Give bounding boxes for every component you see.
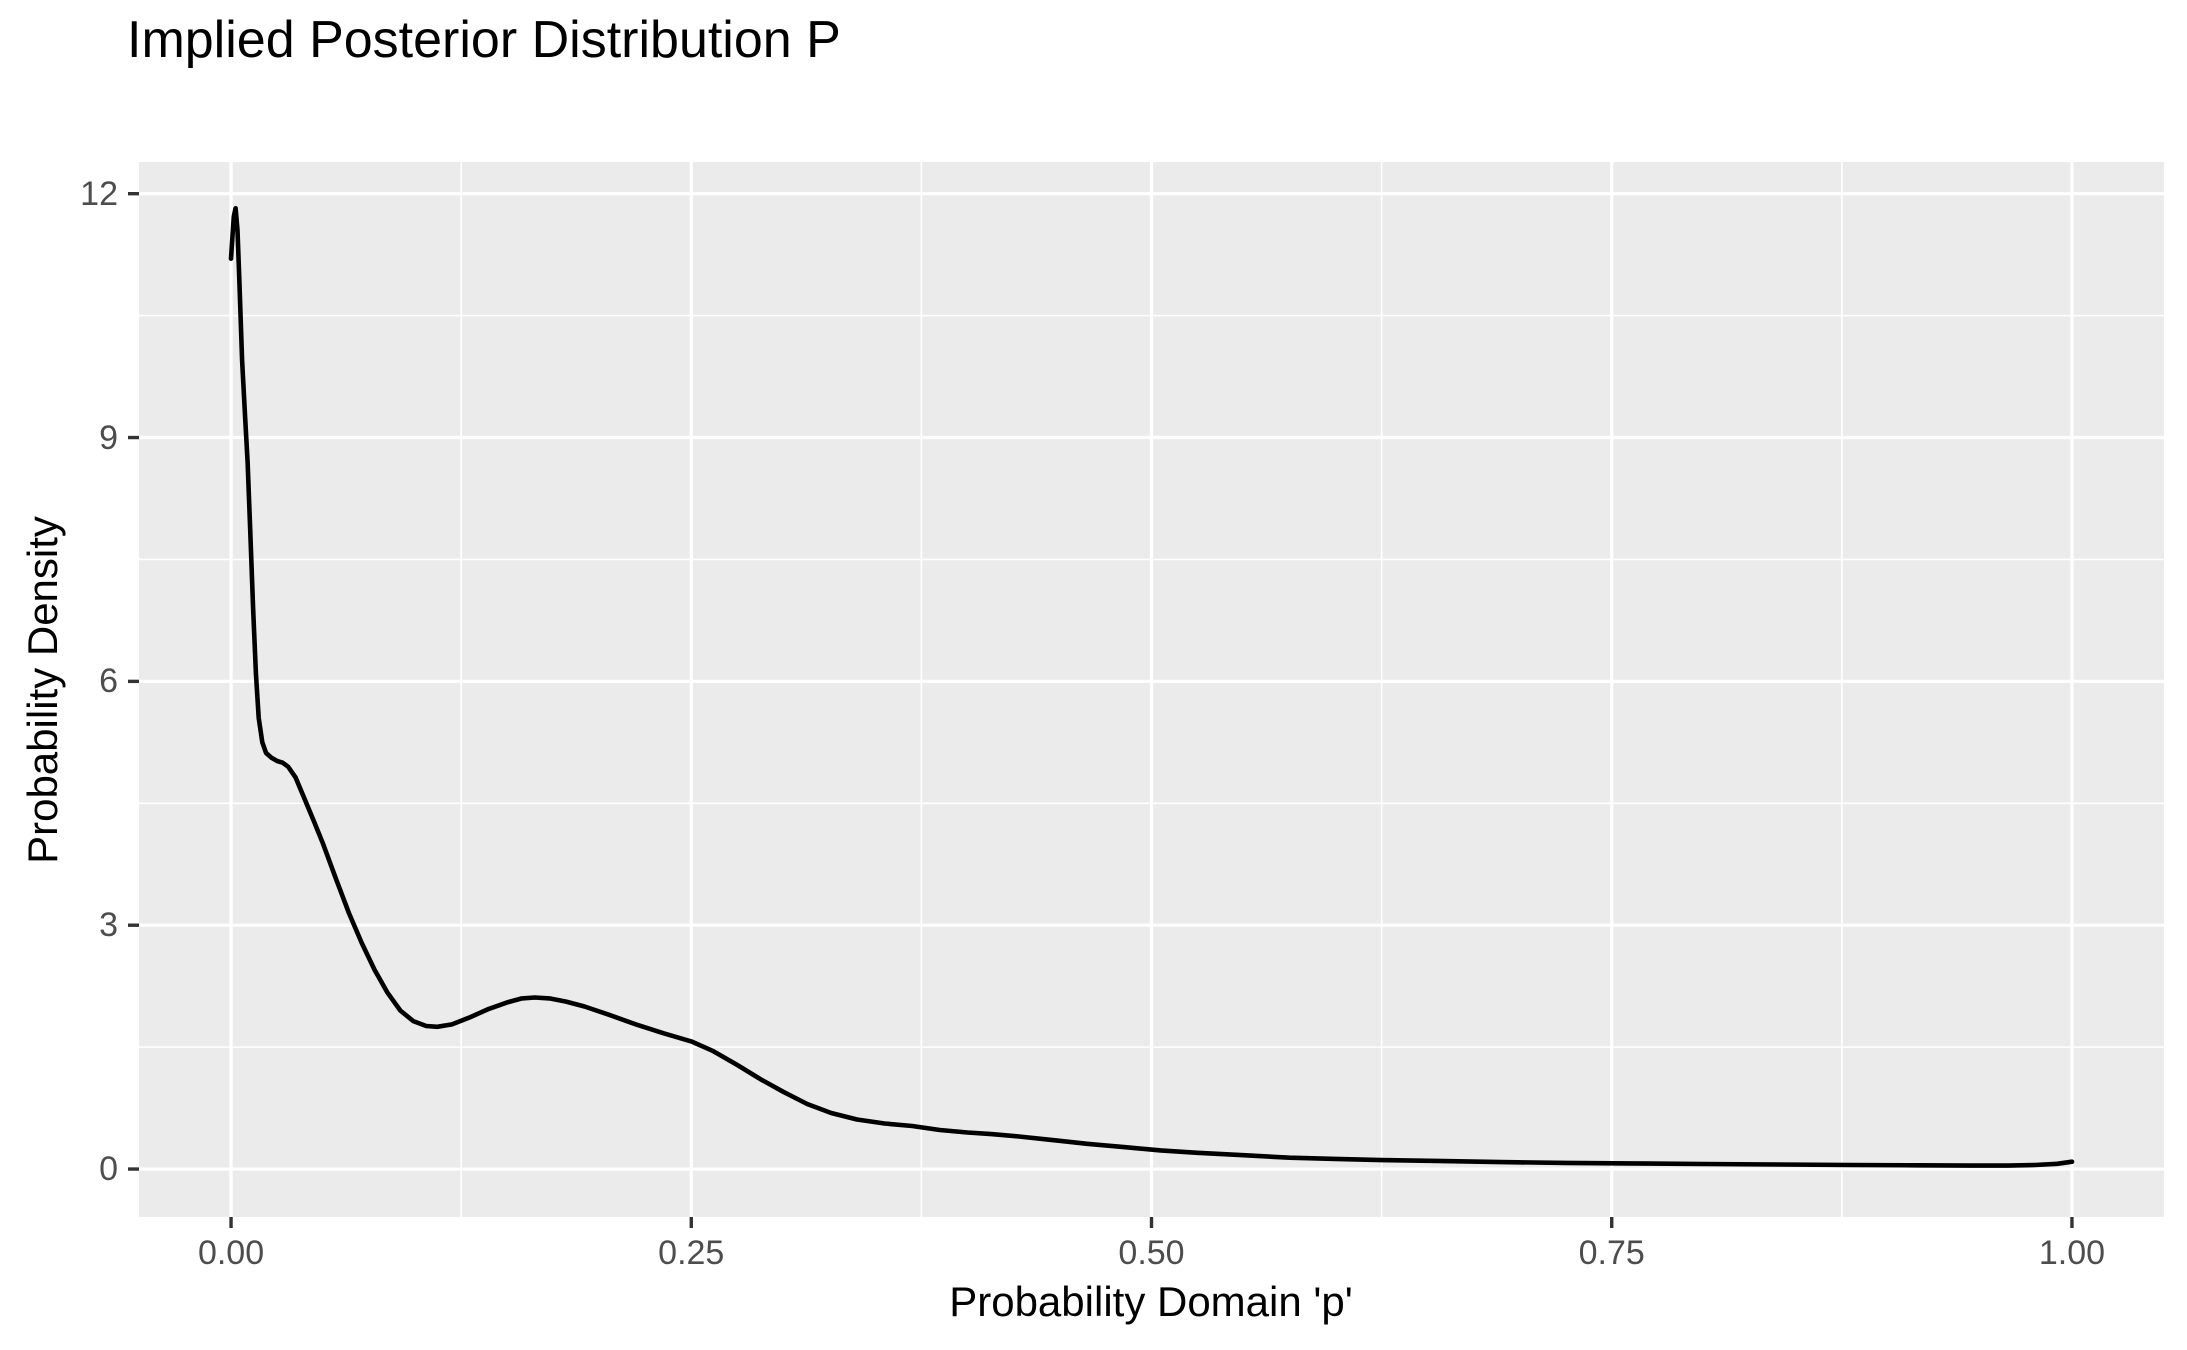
x-tick-label: 0.75 xyxy=(1578,1234,1645,1272)
y-tick-label: 0 xyxy=(99,1150,118,1189)
y-tick-label: 12 xyxy=(80,174,118,213)
x-tick-label: 0.50 xyxy=(1118,1234,1185,1272)
x-tick-label: 0.00 xyxy=(197,1234,265,1272)
x-tick-label: 0.25 xyxy=(658,1234,725,1272)
density-curve xyxy=(228,206,2075,1168)
plot-title: Implied Posterior Distribution P xyxy=(127,11,841,69)
y-axis-title: Probability Density xyxy=(19,516,66,864)
y-tick-label: 9 xyxy=(99,418,118,457)
x-axis-title: Probability Domain 'p' xyxy=(949,1278,1353,1325)
y-tick-label: 6 xyxy=(99,662,118,701)
x-tick-label: 1.00 xyxy=(2038,1234,2106,1272)
y-tick-label: 3 xyxy=(99,906,118,945)
